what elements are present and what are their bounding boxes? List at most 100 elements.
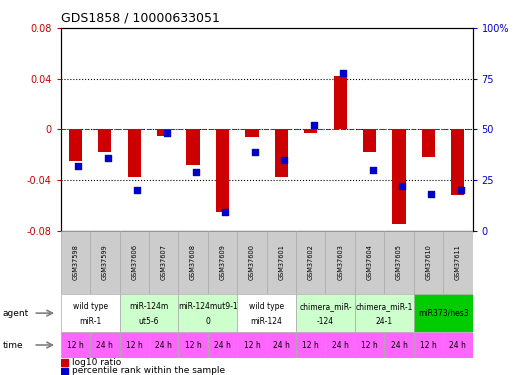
Bar — [90, 231, 119, 294]
Bar — [443, 231, 473, 294]
Bar — [384, 332, 414, 358]
Point — [192, 169, 200, 175]
Text: miR-124mut9-1: miR-124mut9-1 — [178, 302, 238, 311]
Text: 24 h: 24 h — [273, 340, 290, 350]
Bar — [178, 231, 208, 294]
Bar — [392, 129, 406, 224]
Bar — [296, 294, 355, 332]
Bar — [119, 231, 149, 294]
Bar — [384, 231, 414, 294]
Bar — [208, 231, 237, 294]
Point — [251, 148, 259, 154]
Text: 24 h: 24 h — [391, 340, 408, 350]
Text: 0: 0 — [205, 317, 210, 326]
Text: miR-124m: miR-124m — [129, 302, 168, 311]
Text: 24 h: 24 h — [332, 340, 348, 350]
Text: 24 h: 24 h — [214, 340, 231, 350]
Bar — [178, 332, 208, 358]
Bar — [119, 332, 149, 358]
Text: 24 h: 24 h — [449, 340, 466, 350]
Text: 12 h: 12 h — [126, 340, 143, 350]
Text: 12 h: 12 h — [420, 340, 437, 350]
Bar — [246, 129, 259, 137]
Bar — [216, 129, 229, 212]
Bar — [296, 332, 325, 358]
Bar — [363, 129, 376, 152]
Bar — [208, 332, 237, 358]
Point — [163, 130, 171, 136]
Bar — [90, 332, 119, 358]
Text: GSM37599: GSM37599 — [102, 244, 108, 280]
Bar — [98, 129, 111, 152]
Text: GSM37598: GSM37598 — [72, 244, 79, 280]
Text: 12 h: 12 h — [361, 340, 378, 350]
Bar — [304, 129, 317, 133]
Text: percentile rank within the sample: percentile rank within the sample — [72, 366, 225, 375]
Point — [398, 183, 406, 189]
Text: wild type: wild type — [249, 302, 284, 311]
Text: GSM37603: GSM37603 — [337, 244, 343, 280]
Text: GSM37602: GSM37602 — [308, 244, 314, 280]
Bar — [325, 332, 355, 358]
Bar — [334, 76, 347, 129]
Text: agent: agent — [3, 309, 29, 318]
Bar — [267, 231, 296, 294]
Bar — [178, 294, 237, 332]
Bar — [237, 231, 267, 294]
Bar — [149, 332, 178, 358]
Bar — [61, 332, 90, 358]
Text: log10 ratio: log10 ratio — [72, 358, 121, 367]
Bar — [267, 332, 296, 358]
Bar — [69, 129, 82, 161]
Bar — [61, 359, 68, 366]
Text: 12 h: 12 h — [243, 340, 260, 350]
Text: wild type: wild type — [72, 302, 108, 311]
Point — [133, 187, 142, 193]
Point — [74, 163, 82, 169]
Bar — [422, 129, 435, 157]
Bar — [157, 129, 171, 136]
Point — [339, 70, 347, 76]
Text: miR373/hes3: miR373/hes3 — [418, 309, 468, 318]
Text: GSM37601: GSM37601 — [278, 244, 285, 280]
Bar — [149, 231, 178, 294]
Text: GSM37607: GSM37607 — [161, 244, 167, 280]
Text: chimera_miR-: chimera_miR- — [299, 302, 352, 311]
Point — [457, 187, 465, 193]
Point — [309, 122, 318, 128]
Bar — [119, 294, 178, 332]
Bar — [275, 129, 288, 177]
Bar — [61, 368, 68, 374]
Text: -124: -124 — [317, 317, 334, 326]
Text: GSM37604: GSM37604 — [366, 244, 373, 280]
Bar — [237, 332, 267, 358]
Text: GSM37609: GSM37609 — [220, 244, 225, 280]
Text: time: time — [3, 340, 23, 350]
Point — [369, 167, 377, 173]
Bar — [451, 129, 465, 195]
Text: 24-1: 24-1 — [376, 317, 393, 326]
Bar — [296, 231, 325, 294]
Text: miR-1: miR-1 — [79, 317, 101, 326]
Text: chimera_miR-1: chimera_miR-1 — [356, 302, 413, 311]
Text: ut5-6: ut5-6 — [139, 317, 159, 326]
Bar — [355, 294, 414, 332]
Bar — [355, 332, 384, 358]
Text: 12 h: 12 h — [303, 340, 319, 350]
Bar — [61, 231, 90, 294]
Text: 24 h: 24 h — [97, 340, 114, 350]
Text: 12 h: 12 h — [185, 340, 202, 350]
Bar — [355, 231, 384, 294]
Point — [103, 155, 112, 161]
Bar — [414, 294, 473, 332]
Bar — [186, 129, 200, 165]
Bar — [61, 294, 119, 332]
Point — [427, 191, 436, 197]
Bar — [414, 231, 443, 294]
Text: GSM37608: GSM37608 — [190, 244, 196, 280]
Point — [280, 157, 288, 163]
Text: GSM37600: GSM37600 — [249, 244, 255, 280]
Bar — [414, 332, 443, 358]
Text: 12 h: 12 h — [67, 340, 84, 350]
Point — [221, 209, 230, 215]
